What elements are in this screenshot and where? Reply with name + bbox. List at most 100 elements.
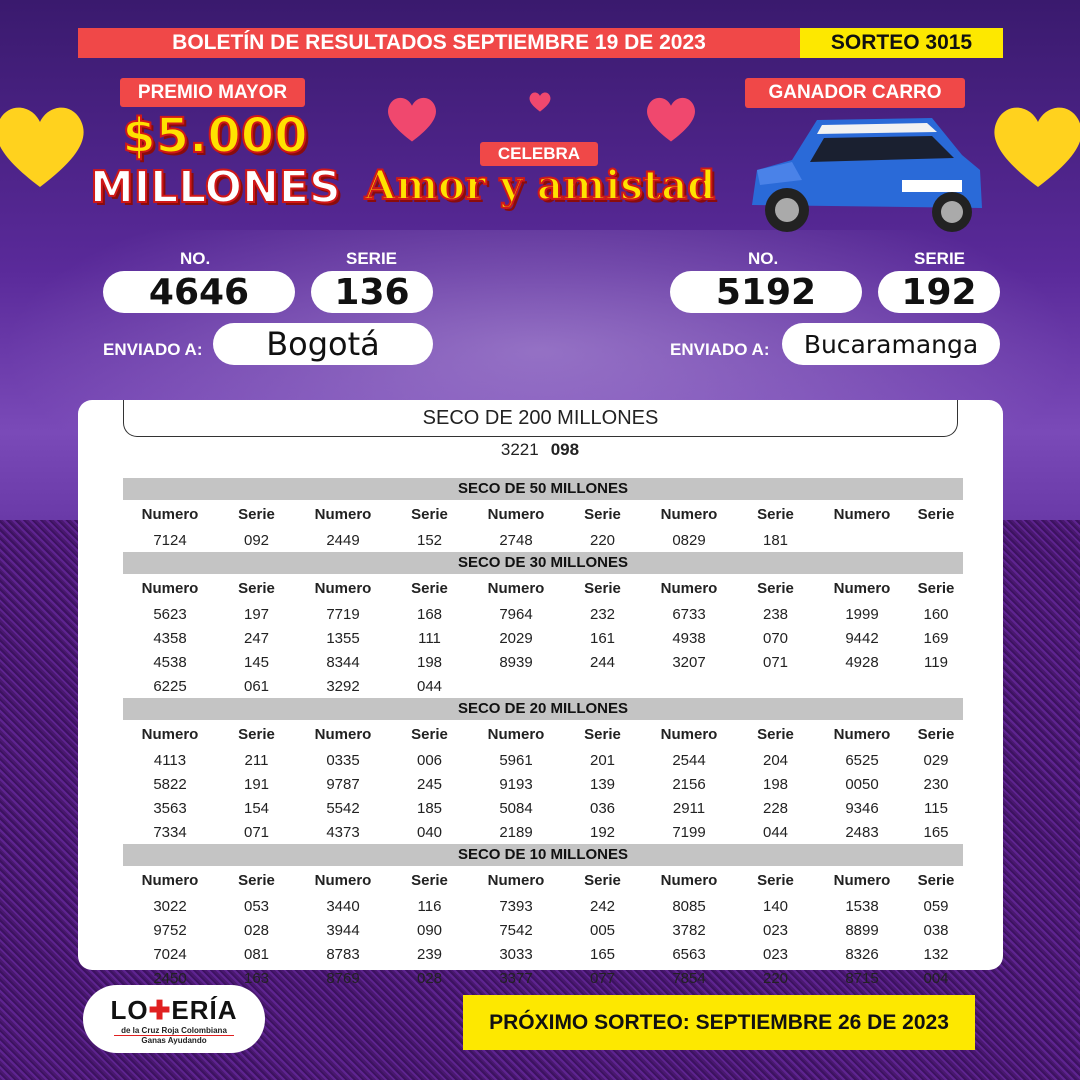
numero-cell: 2544 [672, 751, 706, 769]
numero-cell: 7964 [499, 605, 533, 623]
numero-cell: 1538 [845, 897, 879, 915]
serie-cell: 132 [923, 945, 949, 963]
serie-cell: 232 [589, 605, 616, 623]
serie-cell: 006 [416, 751, 443, 769]
column-header-serie: Serie [238, 579, 275, 597]
column-header-numero: Numero [487, 725, 545, 743]
celebra-label: CELEBRA [480, 142, 598, 166]
serie-cell: 247 [243, 629, 270, 647]
table-row: 5623 197 7719 168 7964 232 6733 238 1999 160 [123, 602, 963, 626]
column-header-numero: Numero [487, 579, 545, 597]
numero-cell: 9442 [845, 629, 879, 647]
numero-cell: 7334 [153, 823, 187, 841]
serie-cell: 140 [762, 897, 789, 915]
numero-cell: 8769 [326, 969, 360, 987]
column-header-serie: Serie [584, 725, 621, 743]
numero-cell: 5961 [499, 751, 533, 769]
seco-200-serie: 098 [550, 440, 580, 459]
numero-cell: 4928 [845, 653, 879, 671]
numero-cell: 2189 [499, 823, 533, 841]
enviado-label: ENVIADO A: [670, 340, 770, 359]
celebra-title: Amor y amistad [364, 161, 717, 210]
serie-cell: 139 [589, 775, 616, 793]
serie-cell: 040 [416, 823, 443, 841]
ganador-carro-label: GANADOR CARRO [745, 78, 965, 108]
serie-cell: 165 [589, 945, 616, 963]
serie-cell: 071 [762, 653, 789, 671]
numero-cell: 8715 [845, 969, 879, 987]
serie-cell: 220 [589, 531, 616, 549]
column-header-numero: Numero [833, 505, 891, 523]
column-header-numero: Numero [314, 871, 372, 889]
serie-cell: 059 [923, 897, 949, 915]
numero-cell: 9193 [499, 775, 533, 793]
premio-mayor-label: PREMIO MAYOR [120, 78, 305, 107]
column-header-numero: Numero [141, 579, 199, 597]
numero-cell: 8085 [672, 897, 706, 915]
serie-cell: 161 [589, 629, 616, 647]
pink-heart-icon [388, 97, 436, 142]
numero-cell: 9346 [845, 799, 879, 817]
numero-cell: 2911 [672, 799, 706, 817]
column-header-serie: Serie [411, 725, 448, 743]
section-title: SECO DE 20 MILLONES [123, 698, 963, 720]
table-row: 3563 154 5542 185 5084 036 2911 228 9346 115 [123, 796, 963, 820]
numero-cell: 6525 [845, 751, 879, 769]
pink-heart-icon [529, 92, 551, 112]
serie-cell: 111 [418, 629, 441, 647]
table-row: 4113 211 0335 006 5961 201 2544 204 6525 029 [123, 748, 963, 772]
column-header-row: Numero Serie Numero Serie Numero Serie Numero S… [123, 720, 963, 748]
serie-cell: 029 [923, 751, 949, 769]
carro-numero: 5192 [670, 271, 862, 313]
no-label: NO. [748, 249, 779, 268]
serie-cell: 238 [762, 605, 789, 623]
section-title: SECO DE 30 MILLONES [123, 552, 963, 574]
numero-cell: 9787 [326, 775, 360, 793]
column-header-serie: Serie [238, 871, 275, 889]
numero-cell: 3033 [499, 945, 533, 963]
numero-cell: 2483 [845, 823, 879, 841]
table-row: 7124 092 2449 152 2748 220 0829 181 [123, 528, 963, 552]
column-header-numero: Numero [833, 579, 891, 597]
numero-cell: 5623 [153, 605, 187, 623]
column-header-numero: Numero [314, 505, 372, 523]
table-row: 6225 061 3292 044 [123, 674, 963, 698]
serie-cell: 004 [923, 969, 949, 987]
numero-cell: 0050 [845, 775, 879, 793]
serie-cell: 145 [243, 653, 270, 671]
column-header-serie: Serie [411, 871, 448, 889]
sorteo-number: SORTEO 3015 [800, 28, 1003, 58]
column-header-numero: Numero [660, 579, 718, 597]
serie-cell: 090 [416, 921, 443, 939]
serie-cell: 023 [762, 945, 789, 963]
table-row: 2450 163 8769 028 3377 077 7854 220 8715 004 [123, 966, 963, 990]
numero-cell: 4358 [153, 629, 187, 647]
column-header-row: Numero Serie Numero Serie Numero Serie Numero S… [123, 574, 963, 602]
table-row: 7024 081 8783 239 3033 165 6563 023 8326 132 [123, 942, 963, 966]
column-header-numero: Numero [141, 871, 199, 889]
numero-cell: 4373 [326, 823, 360, 841]
serie-cell: 071 [243, 823, 270, 841]
column-header-numero: Numero [660, 871, 718, 889]
serie-cell: 163 [243, 969, 270, 987]
column-header-row: Numero Serie Numero Serie Numero Serie Numero S… [123, 500, 963, 528]
numero-cell: 9752 [153, 921, 187, 939]
column-header-serie: Serie [757, 871, 794, 889]
column-header-serie: Serie [917, 725, 955, 743]
serie-cell: 081 [243, 945, 270, 963]
numero-cell: 2748 [499, 531, 533, 549]
numero-cell: 4538 [153, 653, 187, 671]
numero-cell: 0335 [326, 751, 360, 769]
column-header-serie: Serie [584, 579, 621, 597]
serie-cell: 116 [417, 897, 442, 915]
numero-cell: 4113 [153, 751, 187, 769]
serie-cell: 115 [924, 799, 948, 817]
serie-cell: 044 [762, 823, 789, 841]
serie-cell: 168 [416, 605, 443, 623]
enviado-label: ENVIADO A: [103, 340, 203, 359]
serie-cell: 061 [243, 677, 270, 695]
serie-cell: 028 [416, 969, 443, 987]
column-header-numero: Numero [660, 725, 718, 743]
serie-cell: 005 [589, 921, 616, 939]
section-title: SECO DE 10 MILLONES [123, 844, 963, 866]
